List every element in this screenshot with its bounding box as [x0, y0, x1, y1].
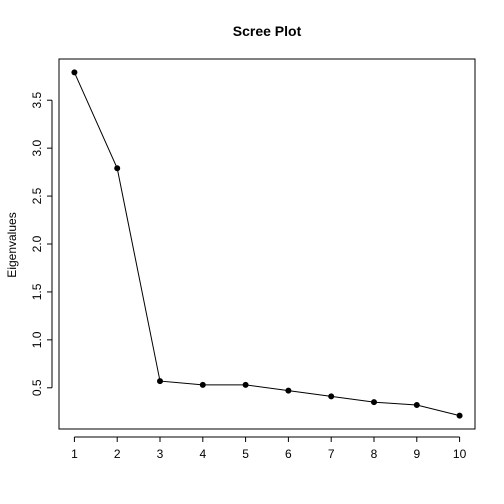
chart-title: Scree Plot [233, 23, 302, 39]
data-point-2 [114, 165, 121, 172]
data-point-7 [328, 393, 335, 400]
x-tick-label-9: 9 [413, 447, 420, 461]
y-tick-label-6: 3.0 [30, 139, 44, 156]
x-tick-label-4: 4 [199, 447, 206, 461]
x-tick-label-3: 3 [157, 447, 164, 461]
x-tick-label-2: 2 [114, 447, 121, 461]
data-point-8 [371, 399, 377, 406]
y-tick-label-4: 2.0 [30, 235, 44, 252]
y-tick-label-2: 1.0 [30, 331, 44, 348]
x-tick-label-7: 7 [328, 447, 335, 461]
data-point-4 [199, 381, 206, 388]
plot-area: 1 2 3 4 5 6 7 8 9 10 0.5 1.0 1.5 2.0 2.5 3.0 3.5 [30, 58, 476, 461]
plot-frame [58, 58, 476, 430]
y-tick-label-1: 0.5 [30, 379, 44, 396]
data-point-9 [413, 402, 420, 409]
data-point-1 [71, 69, 78, 76]
data-point-6 [285, 387, 292, 394]
y-tick-label-7: 3.5 [30, 92, 44, 109]
data-point-3 [157, 378, 163, 385]
x-tick-label-1: 1 [71, 447, 78, 461]
x-tick-label-8: 8 [371, 447, 378, 461]
x-tick-label-6: 6 [285, 447, 292, 461]
y-axis-label: Eigenvalues [5, 212, 19, 277]
x-tick-label-10: 10 [453, 447, 467, 461]
data-point-10 [456, 412, 463, 419]
y-tick-label-5: 2.5 [30, 187, 44, 204]
data-point-5 [242, 381, 249, 388]
x-tick-label-5: 5 [242, 447, 249, 461]
y-tick-label-3: 1.5 [30, 283, 44, 300]
series-line [73, 72, 460, 417]
